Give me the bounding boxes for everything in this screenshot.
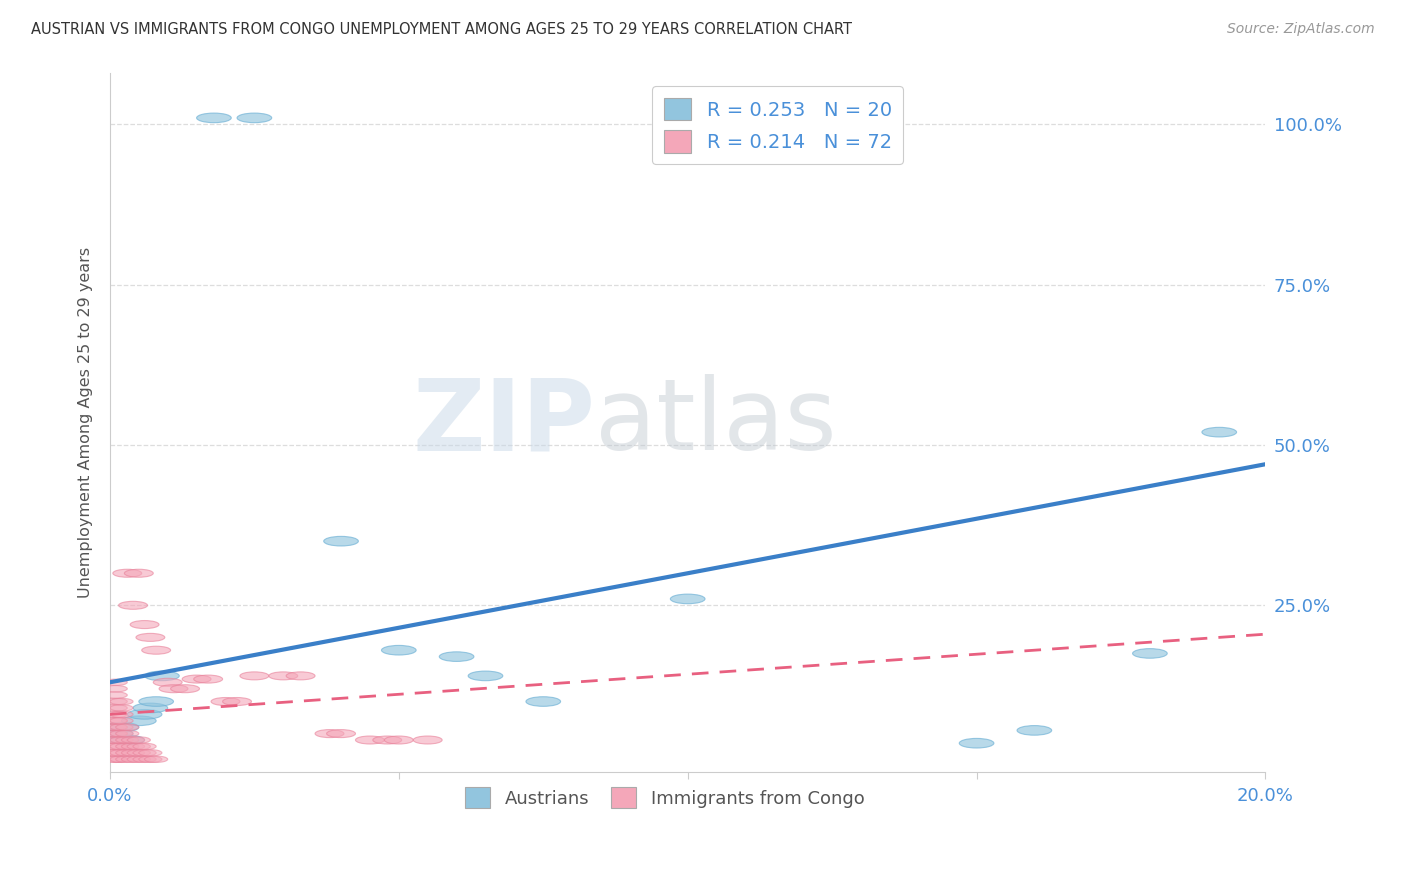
Ellipse shape [104, 711, 128, 717]
Ellipse shape [115, 724, 139, 731]
Ellipse shape [153, 678, 183, 686]
Ellipse shape [110, 731, 134, 737]
Ellipse shape [128, 743, 150, 749]
Ellipse shape [110, 743, 134, 749]
Ellipse shape [110, 705, 134, 711]
Ellipse shape [104, 692, 128, 698]
Ellipse shape [104, 724, 128, 731]
Ellipse shape [104, 723, 139, 732]
Ellipse shape [384, 736, 413, 744]
Ellipse shape [139, 756, 162, 763]
Ellipse shape [134, 756, 156, 763]
Text: AUSTRIAN VS IMMIGRANTS FROM CONGO UNEMPLOYMENT AMONG AGES 25 TO 29 YEARS CORRELA: AUSTRIAN VS IMMIGRANTS FROM CONGO UNEMPL… [31, 22, 852, 37]
Legend: Austrians, Immigrants from Congo: Austrians, Immigrants from Congo [457, 780, 872, 815]
Ellipse shape [104, 731, 128, 737]
Ellipse shape [323, 536, 359, 546]
Ellipse shape [110, 698, 134, 705]
Ellipse shape [104, 743, 128, 749]
Ellipse shape [104, 679, 128, 685]
Ellipse shape [121, 716, 156, 725]
Ellipse shape [104, 743, 128, 749]
Ellipse shape [104, 705, 128, 711]
Ellipse shape [115, 737, 139, 743]
Ellipse shape [142, 646, 170, 654]
Ellipse shape [413, 736, 441, 744]
Ellipse shape [104, 717, 128, 724]
Ellipse shape [139, 697, 173, 706]
Ellipse shape [211, 698, 240, 706]
Ellipse shape [104, 724, 128, 731]
Text: ZIP: ZIP [412, 374, 595, 471]
Ellipse shape [128, 737, 150, 743]
Ellipse shape [240, 672, 269, 680]
Ellipse shape [110, 749, 134, 756]
Ellipse shape [104, 717, 128, 724]
Ellipse shape [104, 749, 128, 756]
Ellipse shape [128, 749, 150, 756]
Ellipse shape [136, 633, 165, 641]
Ellipse shape [121, 743, 145, 749]
Ellipse shape [104, 737, 128, 743]
Ellipse shape [1202, 427, 1236, 437]
Ellipse shape [121, 756, 145, 763]
Ellipse shape [115, 743, 139, 749]
Ellipse shape [356, 736, 384, 744]
Ellipse shape [104, 685, 128, 692]
Ellipse shape [145, 671, 180, 681]
Ellipse shape [121, 737, 145, 743]
Ellipse shape [115, 749, 139, 756]
Ellipse shape [526, 697, 561, 706]
Ellipse shape [128, 756, 150, 763]
Y-axis label: Unemployment Among Ages 25 to 29 years: Unemployment Among Ages 25 to 29 years [79, 247, 93, 599]
Ellipse shape [183, 675, 211, 683]
Ellipse shape [124, 569, 153, 577]
Text: atlas: atlas [595, 374, 837, 471]
Ellipse shape [110, 735, 145, 745]
Ellipse shape [671, 594, 704, 604]
Ellipse shape [112, 569, 142, 577]
Ellipse shape [959, 739, 994, 748]
Ellipse shape [139, 749, 162, 756]
Ellipse shape [197, 113, 231, 123]
Ellipse shape [104, 756, 128, 763]
Text: Source: ZipAtlas.com: Source: ZipAtlas.com [1227, 22, 1375, 37]
Ellipse shape [104, 737, 128, 743]
Ellipse shape [110, 711, 134, 717]
Ellipse shape [104, 698, 128, 705]
Ellipse shape [110, 756, 134, 763]
Ellipse shape [326, 730, 356, 738]
Ellipse shape [315, 730, 344, 738]
Ellipse shape [381, 646, 416, 655]
Ellipse shape [131, 621, 159, 629]
Ellipse shape [118, 601, 148, 609]
Ellipse shape [134, 743, 156, 749]
Ellipse shape [134, 749, 156, 756]
Ellipse shape [170, 685, 200, 693]
Ellipse shape [104, 756, 128, 763]
Ellipse shape [159, 685, 188, 693]
Ellipse shape [287, 672, 315, 680]
Ellipse shape [115, 756, 139, 763]
Ellipse shape [439, 652, 474, 662]
Ellipse shape [1017, 725, 1052, 735]
Ellipse shape [194, 675, 222, 683]
Ellipse shape [373, 736, 402, 744]
Ellipse shape [115, 731, 139, 737]
Ellipse shape [128, 709, 162, 719]
Ellipse shape [145, 756, 167, 763]
Ellipse shape [222, 698, 252, 706]
Ellipse shape [238, 113, 271, 123]
Ellipse shape [110, 737, 134, 743]
Ellipse shape [134, 703, 167, 713]
Ellipse shape [121, 749, 145, 756]
Ellipse shape [110, 724, 134, 731]
Ellipse shape [104, 731, 128, 737]
Ellipse shape [98, 729, 134, 739]
Ellipse shape [1133, 648, 1167, 658]
Ellipse shape [269, 672, 298, 680]
Ellipse shape [110, 717, 134, 724]
Ellipse shape [468, 671, 503, 681]
Ellipse shape [104, 749, 128, 756]
